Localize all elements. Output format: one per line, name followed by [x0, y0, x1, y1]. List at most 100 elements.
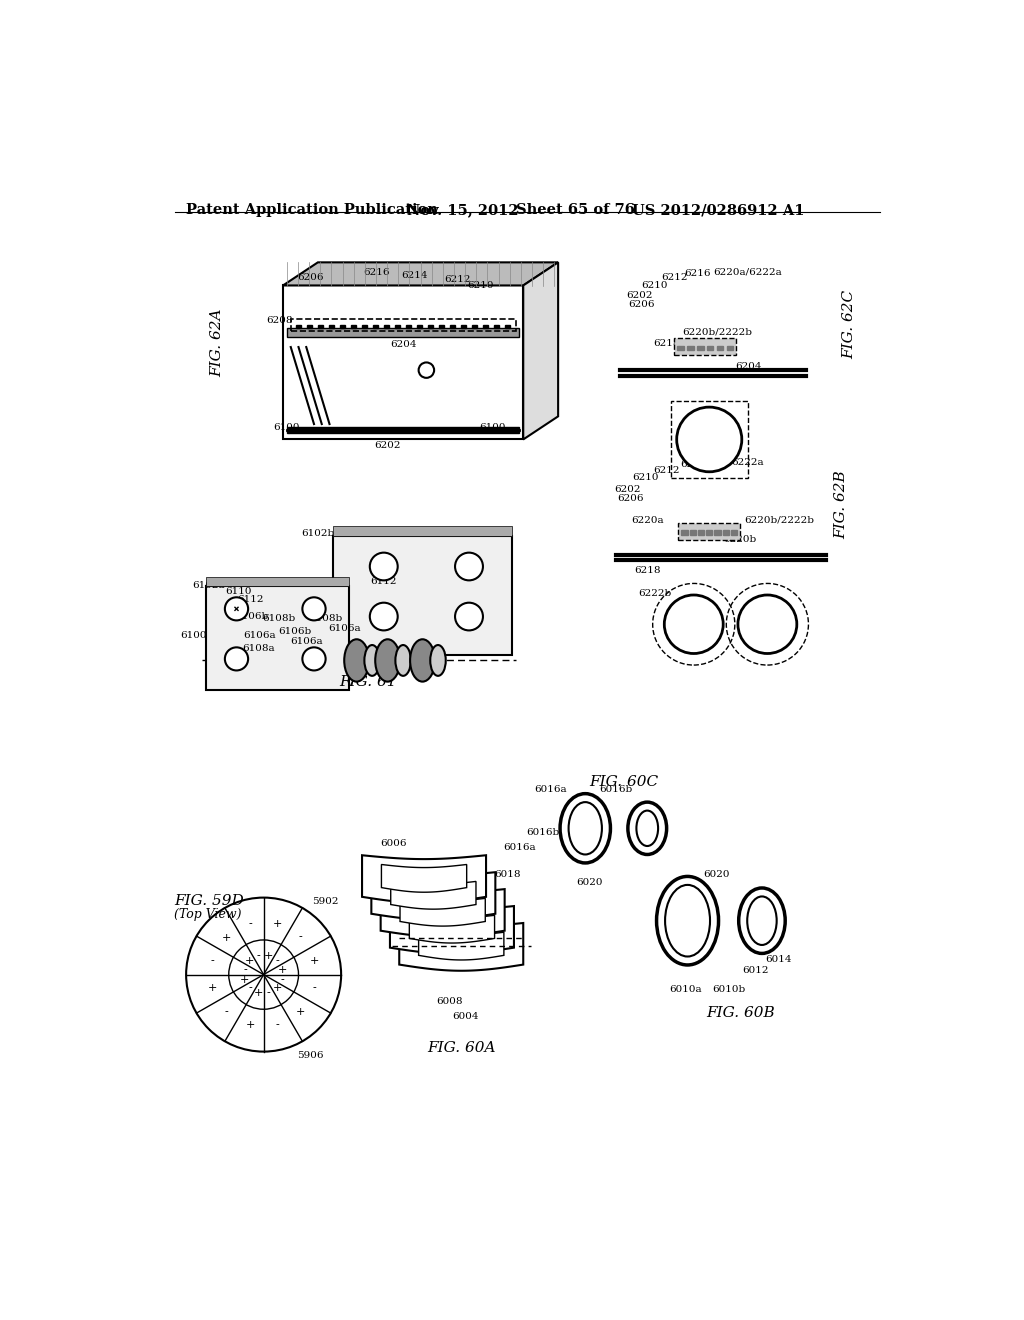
Text: 6016a: 6016a: [503, 843, 536, 851]
Bar: [307, 325, 312, 327]
Text: 6004: 6004: [452, 1012, 478, 1022]
Text: FIG. 59D: FIG. 59D: [174, 894, 245, 908]
Bar: [698, 531, 705, 535]
Text: FIG. 62B: FIG. 62B: [834, 470, 848, 540]
Text: +: +: [278, 965, 287, 974]
Text: 6216: 6216: [362, 268, 389, 277]
Bar: [318, 325, 323, 327]
Bar: [707, 531, 713, 535]
Bar: [727, 346, 733, 350]
Text: 6106a: 6106a: [244, 631, 276, 640]
Text: 6110: 6110: [225, 587, 252, 597]
Text: 6106b: 6106b: [236, 612, 268, 620]
Text: Sheet 65 of 76: Sheet 65 of 76: [515, 203, 635, 216]
Text: 6010a: 6010a: [670, 986, 702, 994]
Text: 6202: 6202: [614, 484, 641, 494]
Bar: [678, 523, 740, 540]
Circle shape: [302, 647, 326, 671]
Bar: [506, 325, 510, 327]
Polygon shape: [372, 873, 496, 920]
Bar: [296, 325, 301, 327]
Bar: [495, 325, 499, 327]
Bar: [362, 325, 367, 327]
Text: -: -: [248, 919, 252, 929]
Text: 6002: 6002: [390, 924, 417, 933]
Bar: [462, 325, 466, 327]
Bar: [206, 586, 349, 689]
Text: 6204: 6204: [390, 341, 417, 350]
Text: Nov. 15, 2012: Nov. 15, 2012: [407, 203, 518, 216]
Text: 6112: 6112: [238, 595, 264, 605]
Bar: [678, 346, 684, 350]
Bar: [291, 318, 515, 331]
Text: FIG. 61: FIG. 61: [340, 675, 397, 689]
Ellipse shape: [665, 884, 710, 957]
Circle shape: [677, 407, 741, 471]
Text: 6018: 6018: [495, 870, 521, 879]
Text: 6016b: 6016b: [526, 828, 559, 837]
Bar: [418, 325, 422, 327]
Circle shape: [225, 598, 248, 620]
Ellipse shape: [738, 888, 785, 953]
Text: 6202: 6202: [627, 290, 652, 300]
Circle shape: [302, 598, 326, 620]
Text: FIG. 60C: FIG. 60C: [590, 775, 658, 789]
Text: -: -: [248, 983, 252, 993]
Text: 6100: 6100: [479, 424, 506, 433]
Bar: [687, 346, 693, 350]
Bar: [681, 531, 687, 535]
Text: +: +: [241, 974, 250, 985]
Polygon shape: [381, 890, 505, 937]
Text: 6220b: 6220b: [724, 535, 757, 544]
Polygon shape: [381, 865, 467, 892]
Ellipse shape: [375, 639, 400, 681]
Text: FIG. 62C: FIG. 62C: [842, 289, 856, 359]
Circle shape: [186, 898, 341, 1052]
Text: 6020: 6020: [575, 878, 602, 887]
Text: +: +: [272, 983, 282, 993]
Bar: [407, 325, 411, 327]
Bar: [708, 346, 714, 350]
Text: 6218: 6218: [375, 331, 400, 341]
Polygon shape: [523, 263, 558, 440]
Polygon shape: [390, 906, 514, 954]
Text: -: -: [257, 950, 260, 961]
Polygon shape: [400, 899, 485, 927]
Circle shape: [419, 363, 434, 378]
Text: FIG. 60B: FIG. 60B: [706, 1006, 774, 1020]
Bar: [287, 327, 519, 337]
Circle shape: [665, 595, 723, 653]
Text: 6020: 6020: [703, 870, 730, 879]
Bar: [483, 325, 488, 327]
Text: 6212: 6212: [444, 275, 471, 284]
Text: +: +: [208, 983, 217, 993]
Text: 6108b: 6108b: [262, 614, 296, 623]
Text: -: -: [275, 956, 280, 966]
Bar: [334, 527, 512, 536]
Text: 6204: 6204: [735, 362, 761, 371]
Text: 6016a: 6016a: [535, 785, 566, 795]
Text: 6210: 6210: [642, 281, 669, 290]
Ellipse shape: [656, 876, 719, 965]
Bar: [351, 325, 356, 327]
Bar: [206, 577, 349, 586]
Bar: [675, 338, 736, 355]
Text: 6220a: 6220a: [631, 516, 664, 525]
Text: -: -: [275, 1020, 280, 1030]
Text: 6108a: 6108a: [242, 644, 274, 652]
Text: 6222a: 6222a: [732, 458, 764, 467]
Text: 6108b: 6108b: [309, 614, 342, 623]
Text: +: +: [245, 956, 255, 966]
Text: 6218: 6218: [634, 566, 660, 574]
Text: -: -: [224, 1007, 228, 1016]
Text: (Top View): (Top View): [174, 908, 242, 920]
Text: 6016b: 6016b: [600, 785, 633, 795]
Circle shape: [738, 595, 797, 653]
Bar: [334, 536, 512, 655]
Bar: [340, 325, 345, 327]
Text: +: +: [272, 919, 282, 929]
Ellipse shape: [628, 803, 667, 854]
Bar: [723, 531, 729, 535]
Ellipse shape: [365, 645, 380, 676]
Ellipse shape: [568, 803, 602, 854]
